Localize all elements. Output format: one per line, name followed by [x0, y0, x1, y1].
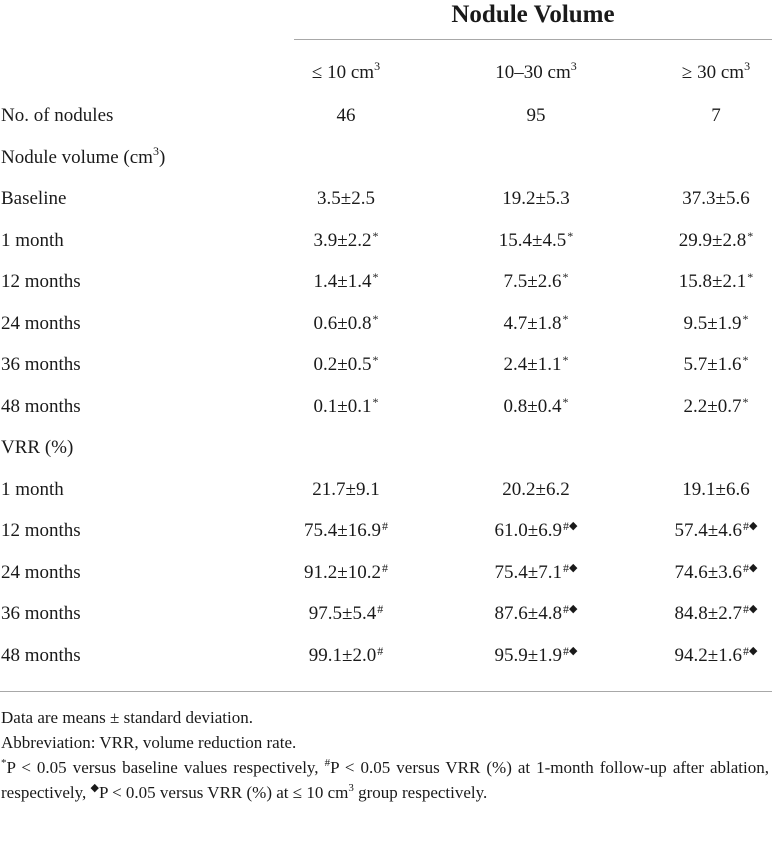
row-label: 48 months [1, 396, 81, 417]
row-label: 36 months [1, 603, 81, 624]
table-cell: 91.2±10.2# [304, 561, 388, 583]
table-group-title: Nodule Volume [451, 1, 615, 28]
row-label: 24 months [1, 562, 81, 583]
table-cell: 29.9±2.8* [678, 229, 754, 251]
star-mark: * [747, 270, 754, 284]
table-cell: 87.6±4.8#◆ [494, 602, 578, 624]
row-label: 12 months [1, 520, 81, 541]
hash-mark: # [381, 561, 388, 575]
footnote-means: Data are means ± standard deviation. [1, 708, 253, 727]
table-cell: 19.2±5.3 [502, 188, 570, 209]
diamond-mark: ◆ [748, 603, 758, 615]
table-cell: 4.7±1.8* [503, 312, 569, 334]
table-cell: 97.5±5.4# [308, 602, 384, 624]
footnote-abbreviation: Abbreviation: VRR, volume reduction rate… [1, 733, 297, 752]
table-cell: 21.7±9.1 [312, 479, 380, 500]
hash-mark: # [562, 561, 569, 575]
table-cell: 2.4±1.1* [503, 353, 569, 375]
table-cell: 46 [336, 105, 356, 126]
table-cell: 84.8±2.7#◆ [674, 602, 758, 624]
row-label: Nodule volume (cm3) [1, 144, 166, 168]
table-cell: 37.3±5.6 [682, 188, 750, 209]
table-cell: 75.4±7.1#◆ [494, 561, 578, 583]
group-title-underline [294, 39, 772, 40]
table-cell: 7 [711, 105, 721, 126]
table-cell: 0.6±0.8* [313, 312, 379, 334]
star-mark: * [567, 229, 574, 243]
diamond-mark: ◆ [748, 520, 758, 532]
star-mark: * [562, 270, 569, 284]
table-cell: 9.5±1.9* [683, 312, 749, 334]
hash-mark: # [377, 602, 384, 616]
hash-mark: # [562, 602, 569, 616]
hash-mark: # [742, 644, 749, 658]
row-label: 1 month [1, 479, 64, 500]
row-label: VRR (%) [1, 437, 74, 458]
row-label: 36 months [1, 354, 81, 375]
star-mark: * [742, 353, 749, 367]
diamond-mark: ◆ [568, 520, 578, 532]
diamond-mark: ◆ [568, 562, 578, 574]
column-header: ≤ 10 cm3 [311, 59, 381, 83]
table-cell: 7.5±2.6* [503, 270, 569, 292]
column-header: ≥ 30 cm3 [681, 59, 751, 83]
footnote-significance: *P < 0.05 versus baseline values respect… [1, 757, 769, 803]
diamond-mark: ◆ [568, 645, 578, 657]
hash-mark: # [381, 519, 388, 533]
column-header: 10–30 cm3 [495, 59, 577, 83]
star-mark: * [562, 312, 569, 326]
table-bottom-rule [0, 691, 772, 692]
star-mark: * [372, 395, 379, 409]
table-cell: 99.1±2.0# [308, 644, 384, 666]
hash-mark: # [742, 602, 749, 616]
table-cell: 57.4±4.6#◆ [674, 519, 758, 541]
table-cell: 75.4±16.9# [304, 519, 388, 541]
hash-mark: # [377, 644, 384, 658]
star-mark: * [747, 229, 754, 243]
diamond-mark: ◆ [748, 645, 758, 657]
star-mark: * [562, 353, 569, 367]
star-mark: * [562, 395, 569, 409]
table-cell: 95 [526, 105, 546, 126]
row-label: 24 months [1, 313, 81, 334]
table-cell: 3.5±2.5 [317, 188, 375, 209]
table-cell: 15.4±4.5* [498, 229, 574, 251]
table-cell: 1.4±1.4* [313, 270, 379, 292]
hash-mark: # [562, 644, 569, 658]
star-mark: * [372, 353, 379, 367]
table-cell: 5.7±1.6* [683, 353, 749, 375]
table-cell: 94.2±1.6#◆ [674, 644, 758, 666]
hash-mark: # [742, 519, 749, 533]
table-cell: 74.6±3.6#◆ [674, 561, 758, 583]
row-label: 1 month [1, 230, 64, 251]
diamond-mark: ◆ [748, 562, 758, 574]
hash-mark: # [324, 757, 331, 769]
row-label: No. of nodules [1, 105, 114, 126]
table-cell: 0.8±0.4* [503, 395, 569, 417]
star-mark: * [372, 312, 379, 326]
table-cell: 61.0±6.9#◆ [494, 519, 578, 541]
diamond-mark: ◆ [568, 603, 578, 615]
table-cell: 2.2±0.7* [683, 395, 749, 417]
table-cell: 19.1±6.6 [682, 479, 750, 500]
table-cell: 0.2±0.5* [313, 353, 379, 375]
row-label: Baseline [1, 188, 67, 209]
table-cell: 3.9±2.2* [313, 229, 379, 251]
diamond-mark: ◆ [90, 782, 99, 794]
hash-mark: # [742, 561, 749, 575]
star-mark: * [1, 757, 7, 769]
table-cell: 20.2±6.2 [502, 479, 570, 500]
table-cell: 15.8±2.1* [678, 270, 754, 292]
star-mark: * [372, 270, 379, 284]
row-label: 48 months [1, 645, 81, 666]
hash-mark: # [562, 519, 569, 533]
star-mark: * [372, 229, 379, 243]
star-mark: * [742, 395, 749, 409]
table-cell: 95.9±1.9#◆ [494, 644, 578, 666]
table-cell: 0.1±0.1* [313, 395, 379, 417]
row-label: 12 months [1, 271, 81, 292]
star-mark: * [742, 312, 749, 326]
